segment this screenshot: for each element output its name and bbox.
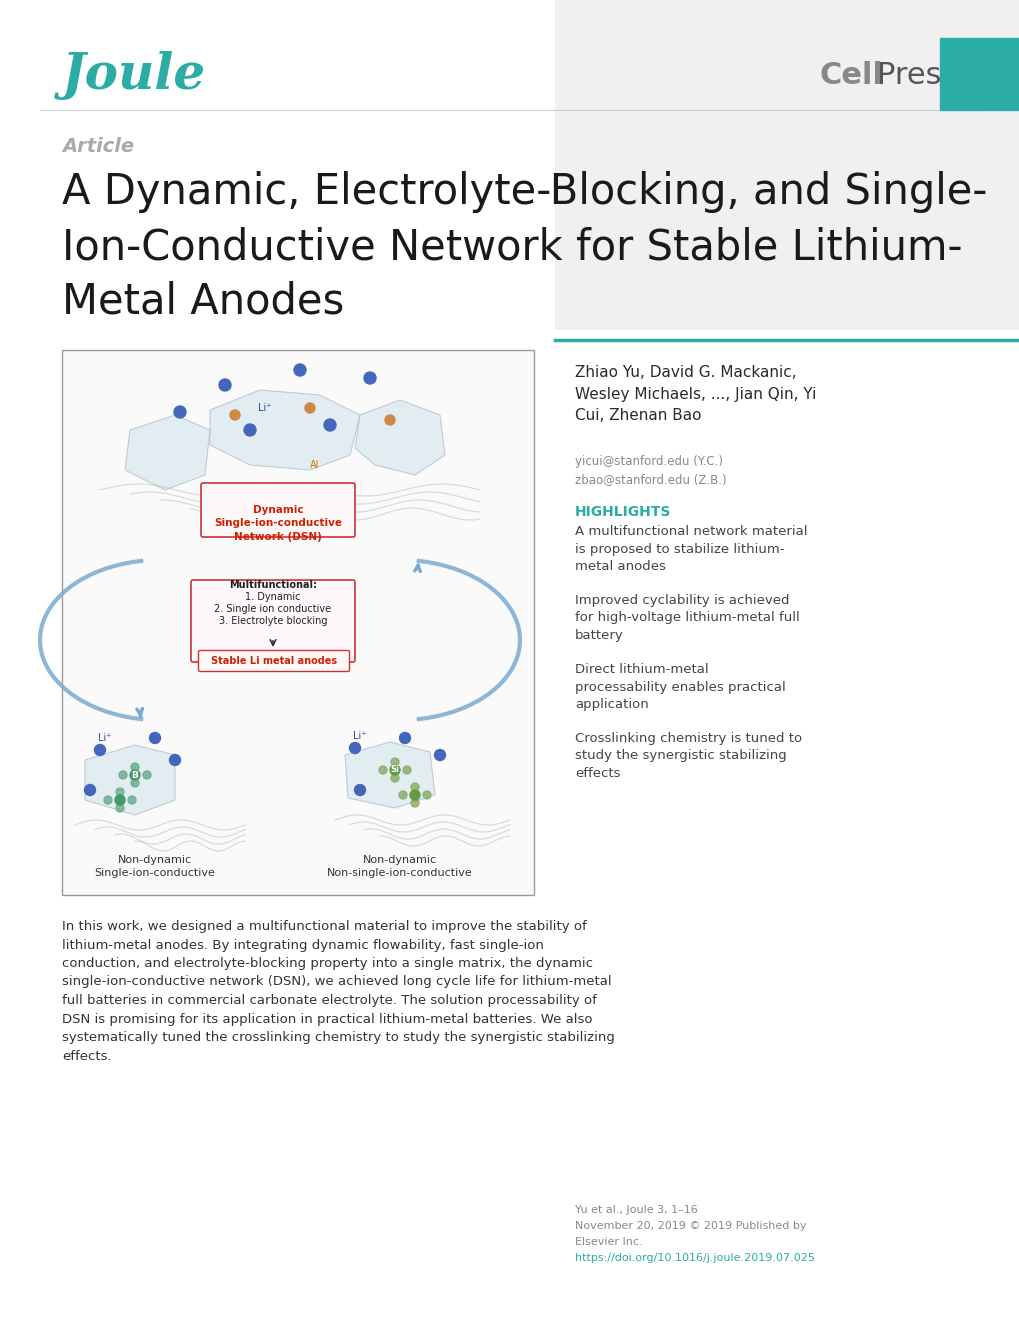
Circle shape bbox=[129, 771, 140, 780]
Text: Dynamic: Dynamic bbox=[253, 504, 303, 515]
Text: B: B bbox=[131, 771, 139, 780]
Circle shape bbox=[169, 755, 180, 765]
Circle shape bbox=[150, 732, 160, 744]
Circle shape bbox=[411, 782, 419, 790]
Text: 3. Electrolyte blocking: 3. Electrolyte blocking bbox=[218, 616, 327, 626]
Text: Non-dynamic: Non-dynamic bbox=[363, 855, 436, 865]
Text: zbao@stanford.edu (Z.B.): zbao@stanford.edu (Z.B.) bbox=[575, 473, 726, 486]
Text: Elsevier Inc.: Elsevier Inc. bbox=[575, 1237, 642, 1247]
Circle shape bbox=[127, 796, 136, 804]
Polygon shape bbox=[344, 741, 434, 808]
Text: Single-ion-conductive: Single-ion-conductive bbox=[214, 518, 341, 528]
Text: https://doi.org/10.1016/j.joule.2019.07.025: https://doi.org/10.1016/j.joule.2019.07.… bbox=[575, 1253, 814, 1263]
Circle shape bbox=[104, 796, 112, 804]
Text: Yu et al., Joule 3, 1–16: Yu et al., Joule 3, 1–16 bbox=[575, 1205, 697, 1215]
Text: Article: Article bbox=[62, 138, 133, 156]
Circle shape bbox=[411, 798, 419, 808]
Circle shape bbox=[130, 763, 139, 771]
Circle shape bbox=[305, 402, 315, 413]
Circle shape bbox=[116, 788, 124, 796]
Text: Non-dynamic: Non-dynamic bbox=[118, 855, 192, 865]
Circle shape bbox=[143, 771, 151, 779]
Text: HIGHLIGHTS: HIGHLIGHTS bbox=[575, 504, 671, 519]
Text: 2. Single ion conductive: 2. Single ion conductive bbox=[214, 604, 331, 614]
Text: Single-ion-conductive: Single-ion-conductive bbox=[95, 869, 215, 878]
Text: Press: Press bbox=[876, 61, 957, 90]
Circle shape bbox=[174, 406, 185, 418]
FancyBboxPatch shape bbox=[191, 580, 355, 662]
Circle shape bbox=[399, 732, 410, 744]
Text: Crosslinking chemistry is tuned to
study the synergistic stabilizing
effects: Crosslinking chemistry is tuned to study… bbox=[575, 732, 801, 780]
Polygon shape bbox=[210, 391, 360, 470]
Text: Al: Al bbox=[310, 459, 319, 470]
Polygon shape bbox=[85, 745, 175, 816]
FancyBboxPatch shape bbox=[201, 483, 355, 538]
Text: Cell: Cell bbox=[819, 61, 883, 90]
FancyBboxPatch shape bbox=[199, 650, 350, 671]
Circle shape bbox=[95, 744, 105, 756]
Circle shape bbox=[384, 414, 394, 425]
Circle shape bbox=[390, 759, 398, 767]
Bar bbox=[554, 0, 1019, 330]
Text: yicui@stanford.edu (Y.C.): yicui@stanford.edu (Y.C.) bbox=[575, 455, 722, 467]
Circle shape bbox=[229, 410, 239, 420]
Polygon shape bbox=[355, 400, 444, 475]
Circle shape bbox=[355, 785, 365, 796]
Text: Si: Si bbox=[390, 765, 399, 775]
Text: Li⁺: Li⁺ bbox=[353, 731, 367, 741]
Text: November 20, 2019 © 2019 Published by: November 20, 2019 © 2019 Published by bbox=[575, 1221, 806, 1231]
Circle shape bbox=[293, 364, 306, 376]
Circle shape bbox=[130, 779, 139, 786]
Circle shape bbox=[119, 771, 127, 779]
Circle shape bbox=[434, 749, 445, 760]
Text: Metal Anodes: Metal Anodes bbox=[62, 281, 344, 323]
Circle shape bbox=[324, 418, 335, 432]
Text: In this work, we designed a multifunctional material to improve the stability of: In this work, we designed a multifunctio… bbox=[62, 920, 614, 1062]
Polygon shape bbox=[125, 414, 210, 490]
Text: Ion-Conductive Network for Stable Lithium-: Ion-Conductive Network for Stable Lithiu… bbox=[62, 226, 962, 267]
Circle shape bbox=[115, 794, 125, 805]
Text: A Dynamic, Electrolyte-Blocking, and Single-: A Dynamic, Electrolyte-Blocking, and Sin… bbox=[62, 171, 986, 213]
Circle shape bbox=[389, 765, 399, 775]
Circle shape bbox=[364, 372, 376, 384]
Circle shape bbox=[244, 424, 256, 436]
Text: Stable Li metal anodes: Stable Li metal anodes bbox=[211, 655, 336, 666]
Text: Zhiao Yu, David G. Mackanic,
Wesley Michaels, ..., Jian Qin, Yi
Cui, Zhenan Bao: Zhiao Yu, David G. Mackanic, Wesley Mich… bbox=[575, 365, 815, 424]
Circle shape bbox=[350, 743, 360, 753]
Circle shape bbox=[410, 790, 420, 800]
Circle shape bbox=[390, 775, 398, 782]
Circle shape bbox=[403, 767, 411, 775]
Circle shape bbox=[379, 767, 386, 775]
Circle shape bbox=[398, 790, 407, 798]
Text: Network (DSN): Network (DSN) bbox=[233, 532, 322, 542]
Text: A multifunctional network material
is proposed to stabilize lithium-
metal anode: A multifunctional network material is pr… bbox=[575, 526, 807, 573]
Text: Joule: Joule bbox=[62, 50, 206, 99]
Bar bbox=[940, 38, 1019, 110]
Text: Multifunctional:: Multifunctional: bbox=[229, 580, 317, 591]
Text: Non-single-ion-conductive: Non-single-ion-conductive bbox=[327, 869, 473, 878]
Text: 1. Dynamic: 1. Dynamic bbox=[245, 592, 301, 602]
Text: Improved cyclability is achieved
for high-voltage lithium-metal full
battery: Improved cyclability is achieved for hig… bbox=[575, 594, 799, 642]
Circle shape bbox=[116, 804, 124, 812]
Circle shape bbox=[85, 785, 96, 796]
Text: Li⁺: Li⁺ bbox=[258, 402, 271, 413]
Circle shape bbox=[219, 379, 230, 391]
Bar bbox=[62, 350, 534, 895]
Text: Direct lithium-metal
processability enables practical
application: Direct lithium-metal processability enab… bbox=[575, 663, 785, 711]
Text: Li⁺: Li⁺ bbox=[98, 733, 112, 743]
Circle shape bbox=[423, 790, 431, 798]
